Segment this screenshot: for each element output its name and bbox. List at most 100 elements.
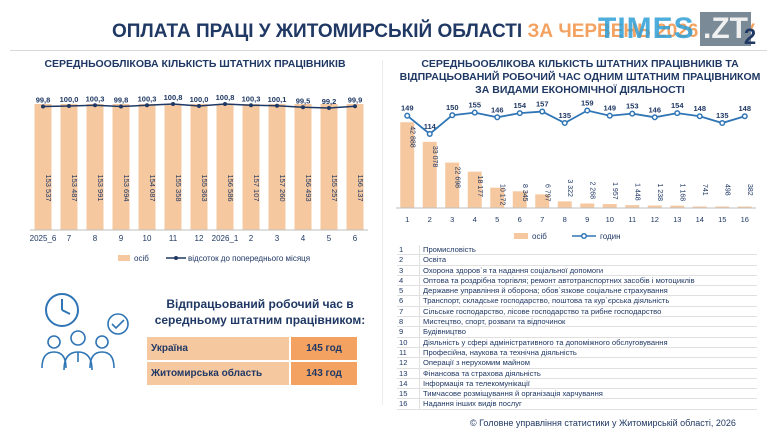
chart2-bar <box>512 191 527 208</box>
info-row-value: 145 год <box>291 337 357 360</box>
chart2-bar <box>737 206 752 208</box>
chart2-bar-label: 1 957 <box>611 182 618 200</box>
chart2-bar-label: 3 322 <box>566 179 573 197</box>
chart1-line-point <box>41 104 45 109</box>
chart2-tick-label: 8 <box>563 215 567 224</box>
info-row-ukraine: Україна 145 год <box>147 337 357 360</box>
activity-row: 10 Діяльність у сфері адміністративного т… <box>397 337 757 348</box>
chart1-bar <box>138 104 156 230</box>
chart2-tick-label: 10 <box>606 215 614 224</box>
chart2-line-label: 154 <box>513 101 526 110</box>
chart1-tick-label: 2 <box>249 234 254 243</box>
chart2-line-label: 146 <box>491 105 504 114</box>
chart2-line-label: 150 <box>446 103 459 112</box>
activity-separator <box>419 378 420 389</box>
chart2-line-point <box>561 119 568 127</box>
chart2-bar <box>602 204 617 208</box>
chart1-tick-label: 9 <box>119 234 124 243</box>
activity-row: 4 Оптова та роздрібна торгівля; ремонт ав… <box>397 275 757 287</box>
chart2-tick-label: 14 <box>696 215 704 224</box>
chart2-tick-label: 13 <box>673 215 681 224</box>
activity-row: 2 Освіта <box>397 255 757 266</box>
chart2-line-label: 155 <box>468 101 481 110</box>
chart1-line-point <box>301 105 305 110</box>
header-divider <box>10 50 767 51</box>
chart1-bar <box>346 104 364 230</box>
chart2-tick-label: 2 <box>428 215 432 224</box>
chart2-line-label: 149 <box>401 104 414 113</box>
chart1-line-label: 100,8 <box>216 93 235 102</box>
chart2-legend-line-marker <box>580 232 588 240</box>
chart2-line-label: 135 <box>716 111 729 120</box>
activity-name: Промисловість <box>423 245 476 254</box>
chart1-bar-label: 153 487 <box>70 174 79 201</box>
chart1-line-point <box>275 103 279 108</box>
chart1-tick-label: 11 <box>169 234 178 243</box>
chart1-bar-label: 154 087 <box>148 174 157 201</box>
activity-number: 12 <box>399 358 408 368</box>
chart2-bar-label: 1 448 <box>633 183 640 201</box>
chart1-bar <box>164 104 182 230</box>
activity-row: 6 Транспорт, складське господарство, пошт… <box>397 296 757 307</box>
chart1-line-label: 100,3 <box>138 94 157 103</box>
activity-separator <box>419 327 420 338</box>
chart1-bar <box>268 104 286 230</box>
chart2-legend-bar-swatch <box>514 233 528 239</box>
activity-separator <box>419 399 420 410</box>
chart2-bar-label: 1 238 <box>656 184 663 202</box>
chart2-tick-label: 1 <box>405 215 409 224</box>
activity-name: Оптова та роздрібна торгівля; ремонт авт… <box>423 275 695 285</box>
chart2-bar <box>422 141 437 208</box>
chart2-line-label: 135 <box>558 111 571 120</box>
activities-legend: 1 Промисловість 2 Освіта 3 Охорона здоров`я т… <box>397 245 757 410</box>
chart1-legend-bar-swatch <box>118 255 130 261</box>
activity-name: Транспорт, складське господарство, пошто… <box>423 296 670 306</box>
activity-name: Діяльність у сфері адміністративного та … <box>423 337 668 347</box>
chart2-bar-label: 1 168 <box>678 184 685 202</box>
chart1-bar-label: 153 694 <box>122 174 131 201</box>
chart2-tick-label: 6 <box>518 215 522 224</box>
chart1-bar-label: 153 991 <box>96 174 105 201</box>
chart1-tick-label: 12 <box>195 234 204 243</box>
chart2-tick-label: 5 <box>495 215 499 224</box>
info-row-value: 143 год <box>291 362 357 385</box>
activity-row: 16 Надання інших видів послуг <box>397 399 757 410</box>
activity-row: 14 Інформація та телекомунікації <box>397 378 757 390</box>
chart2-bar <box>467 171 482 208</box>
activity-number: 2 <box>399 255 404 265</box>
clock-icon <box>45 293 79 327</box>
chart1-bar-label: 157 107 <box>252 174 261 201</box>
activity-number: 16 <box>399 399 408 409</box>
chart2-bar <box>445 162 460 208</box>
activity-number: 9 <box>399 327 404 337</box>
activity-name: Мистецтво, спорт, розваги та відпочинок <box>423 317 566 327</box>
chart1-line-label: 99,8 <box>36 96 51 105</box>
activity-number: 14 <box>399 378 408 388</box>
chart2-bar-label: 42 888 <box>408 126 415 148</box>
activity-number: 13 <box>399 368 408 378</box>
chart1-line-label: 100,3 <box>242 94 261 103</box>
page-number: 2 <box>743 24 757 49</box>
chart1-tick-label: 2026_1 <box>212 234 239 243</box>
chart2-bar <box>580 203 595 208</box>
chart1-line-label: 100,1 <box>268 95 287 104</box>
chart1-line-point <box>171 102 175 106</box>
activity-separator <box>419 306 420 317</box>
chart1-bar <box>112 104 130 230</box>
chart1-bar-label: 155 257 <box>330 174 339 201</box>
chart2-line-label: 154 <box>671 101 684 110</box>
chart1-line-label: 99,2 <box>322 97 337 106</box>
chart2-bar-label: 498 <box>723 184 730 196</box>
chart2-bar-label: 10 172 <box>498 184 505 206</box>
chart2-bar-label: 8 345 <box>521 184 528 202</box>
chart2-line-point <box>719 119 726 127</box>
chart1-line-point <box>249 103 253 108</box>
activity-number: 3 <box>399 265 404 275</box>
chart1-legend-line-marker <box>174 256 178 260</box>
chart2-tick-label: 3 <box>450 215 454 224</box>
activity-row: 9 Будівництво <box>397 327 757 338</box>
chart1-line-point <box>223 102 227 106</box>
chart2-tick-label: 7 <box>540 215 544 224</box>
activity-name: Сільське господарство, лісове господарст… <box>423 306 662 316</box>
